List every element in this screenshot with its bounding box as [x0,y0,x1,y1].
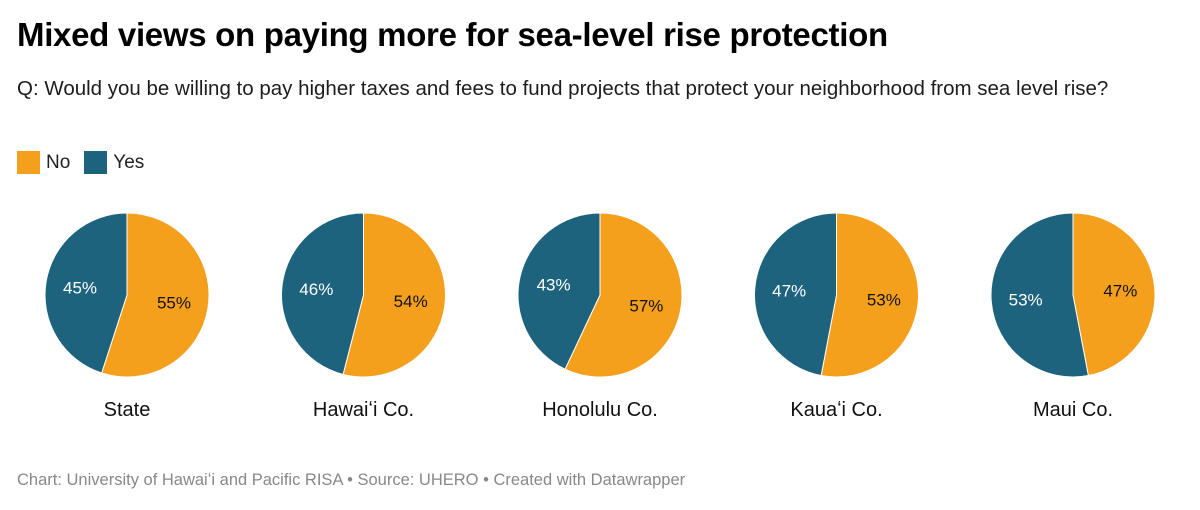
pie-slice-maui-co-no [1072,212,1156,377]
legend-swatch-no [17,151,40,174]
chart-footer: Chart: University of Hawaiʻi and Pacific… [17,471,686,489]
chart-subtitle: Q: Would you be willing to pay higher ta… [17,77,1109,100]
legend: No Yes [17,151,158,174]
pie-name-hawai-i-co: Hawaiʻi Co. [313,399,414,421]
legend-label-no: No [46,151,71,173]
pie-slice-hawai-i-co-no [342,212,446,378]
legend-label-yes: Yes [113,151,145,173]
pie-name-kaua-i-co: Kauaʻi Co. [790,399,882,421]
pie-label-honolulu-co-no: 57% [629,296,663,315]
pie-slice-state-no [101,212,210,378]
pie-label-maui-co-no: 47% [1103,282,1137,301]
pie-slice-kaua-i-co-yes [754,212,837,377]
pie-label-hawai-i-co-no: 54% [394,292,428,311]
pie-slice-state-yes [44,212,128,374]
pie-name-maui-co: Maui Co. [1033,399,1113,421]
pie-label-state-no: 55% [157,293,191,312]
pie-maui-co: 47% 53% Maui Co. [990,212,1156,421]
pie-label-kaua-i-co-no: 53% [867,290,901,309]
pie-slice-honolulu-co-yes [517,212,601,370]
pie-state: 55% 45% State [44,212,210,421]
pie-label-state-yes: 45% [63,279,97,298]
pie-hawai-i-co: 54% 46% Hawaiʻi Co. [281,212,446,421]
pie-label-honolulu-co-yes: 43% [537,276,571,295]
pie-slice-maui-co-yes [990,212,1089,378]
pie-name-state: State [104,399,151,421]
pie-label-kaua-i-co-yes: 47% [772,282,806,301]
legend-item-yes: Yes [84,151,144,174]
chart-title: Mixed views on paying more for sea-level… [17,16,888,53]
pie-name-honolulu-co: Honolulu Co. [542,399,658,421]
legend-swatch-yes [84,151,108,174]
pie-slice-hawai-i-co-yes [281,212,364,376]
legend-item-no: No [17,151,70,174]
pie-label-maui-co-yes: 53% [1009,290,1043,309]
pie-slice-honolulu-co-no [564,212,683,378]
pie-slice-kaua-i-co-no [820,212,919,378]
pie-label-hawai-i-co-yes: 46% [299,280,333,299]
pie-kaua-i-co: 53% 47% Kauaʻi Co. [754,212,919,421]
pie-honolulu-co: 57% 43% Honolulu Co. [517,212,683,421]
